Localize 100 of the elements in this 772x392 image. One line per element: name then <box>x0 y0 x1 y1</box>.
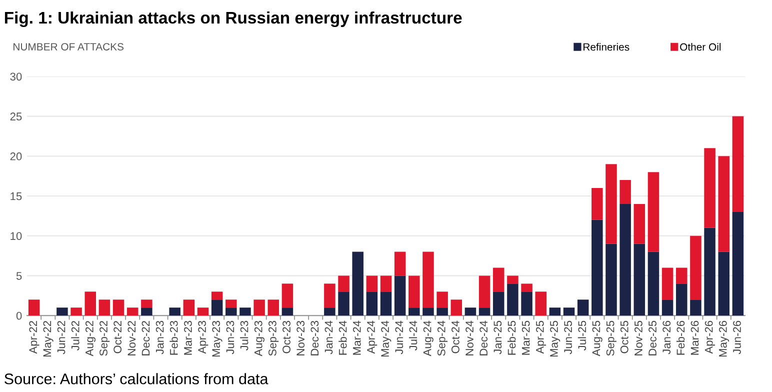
y-axis-title: NUMBER OF ATTACKS <box>14 43 124 50</box>
bar <box>70 308 82 316</box>
bar <box>56 308 68 316</box>
bar <box>662 268 674 300</box>
bar <box>338 276 350 292</box>
y-tick-label: 10 <box>10 232 22 240</box>
source-note: Source: Authors’ calculations from data <box>4 373 268 384</box>
x-tick-label: Mar-23 <box>184 320 192 355</box>
bar <box>648 252 660 316</box>
bar <box>478 276 490 308</box>
x-tick-label: Oct-25 <box>620 320 628 354</box>
x-tick-label: Jul-25 <box>578 320 586 351</box>
bar <box>549 308 561 316</box>
x-tick-label: Jan-25 <box>494 320 502 354</box>
legend-label: Other Oil <box>680 43 721 51</box>
bar <box>563 308 575 316</box>
bar <box>606 164 617 244</box>
bar <box>492 268 504 292</box>
bar <box>450 300 462 316</box>
bar <box>704 148 716 228</box>
bar <box>126 308 138 316</box>
x-tick-label: Oct-24 <box>452 320 460 354</box>
bar <box>366 276 378 292</box>
bar <box>648 172 660 252</box>
x-tick-label: May-26 <box>718 320 730 357</box>
x-tick-label: Aug-23 <box>254 320 264 356</box>
y-tick-label: 5 <box>16 272 22 280</box>
x-tick-label: Jun-26 <box>733 320 741 354</box>
bar <box>240 308 251 316</box>
x-tick-label: Jan-23 <box>156 320 164 354</box>
bar <box>282 284 294 308</box>
x-tick-label: Sep-22 <box>100 320 110 356</box>
bar <box>282 308 294 316</box>
bar <box>197 308 209 316</box>
x-tick-label: Jul-24 <box>408 320 418 351</box>
bar <box>268 300 280 316</box>
x-tick-label: Dec-25 <box>648 320 656 356</box>
x-tick-label: Feb-26 <box>676 320 685 355</box>
bar <box>676 284 688 316</box>
bar <box>211 292 223 300</box>
bar <box>592 188 603 220</box>
x-tick-label: Apr-23 <box>198 320 208 354</box>
bar <box>226 300 237 308</box>
bar <box>676 268 688 284</box>
x-tick-label: Dec-22 <box>142 320 150 356</box>
x-tick-label: Nov-22 <box>128 320 136 356</box>
y-tick-label: 25 <box>10 112 22 120</box>
bar <box>718 156 730 252</box>
bar <box>634 244 646 316</box>
bar <box>366 292 378 316</box>
bar <box>492 292 504 316</box>
bar <box>634 204 646 244</box>
bar <box>732 212 744 316</box>
x-tick-label: Jun-25 <box>564 320 572 354</box>
bar <box>324 308 336 316</box>
x-tick-label: May-24 <box>381 320 392 357</box>
x-tick-label: Aug-22 <box>85 320 96 356</box>
bar <box>141 308 152 316</box>
x-tick-label: Dec-23 <box>310 320 319 356</box>
bar <box>577 300 589 316</box>
chart-title: Fig. 1: Ukrainian attacks on Russian energy infrastructure <box>4 11 462 28</box>
x-tick-label: Jun-23 <box>226 320 234 354</box>
bar <box>408 308 420 316</box>
bar <box>28 300 40 316</box>
bar <box>324 284 336 308</box>
bar <box>718 252 730 316</box>
bar <box>662 300 674 316</box>
y-tick-label: 20 <box>10 152 22 160</box>
x-tick-label: May-25 <box>550 320 560 357</box>
bar <box>507 276 518 284</box>
x-tick-label: Aug-25 <box>592 320 602 356</box>
x-tick-label: Sep-24 <box>437 320 448 356</box>
bar <box>141 300 152 308</box>
bar <box>436 292 448 308</box>
bar <box>521 292 532 316</box>
bar <box>592 220 603 316</box>
x-tick-label: Mar-24 <box>352 320 361 355</box>
x-tick-label: Jul-22 <box>71 320 80 351</box>
bar <box>98 300 110 316</box>
x-tick-label: May-23 <box>212 320 222 357</box>
bar <box>478 308 490 316</box>
bar <box>436 308 448 316</box>
bar <box>183 300 195 316</box>
x-tick-label: Apr-22 <box>29 320 40 354</box>
x-tick-label: Apr-26 <box>704 320 715 354</box>
bar <box>394 252 406 276</box>
x-tick-label: Jul-23 <box>240 320 248 351</box>
x-tick-label: Apr-25 <box>536 320 546 354</box>
bar <box>169 308 180 316</box>
bar <box>606 244 617 316</box>
bar <box>394 276 406 316</box>
x-tick-label: Dec-24 <box>480 320 488 356</box>
x-tick-label: Sep-23 <box>268 320 279 356</box>
x-tick-label: Nov-25 <box>634 320 642 356</box>
bar <box>254 300 265 316</box>
bar <box>422 252 434 308</box>
bar <box>211 300 223 316</box>
x-tick-label: Jan-26 <box>662 320 671 354</box>
x-tick-label: Feb-25 <box>508 320 516 355</box>
x-tick-label: Nov-23 <box>296 320 305 356</box>
